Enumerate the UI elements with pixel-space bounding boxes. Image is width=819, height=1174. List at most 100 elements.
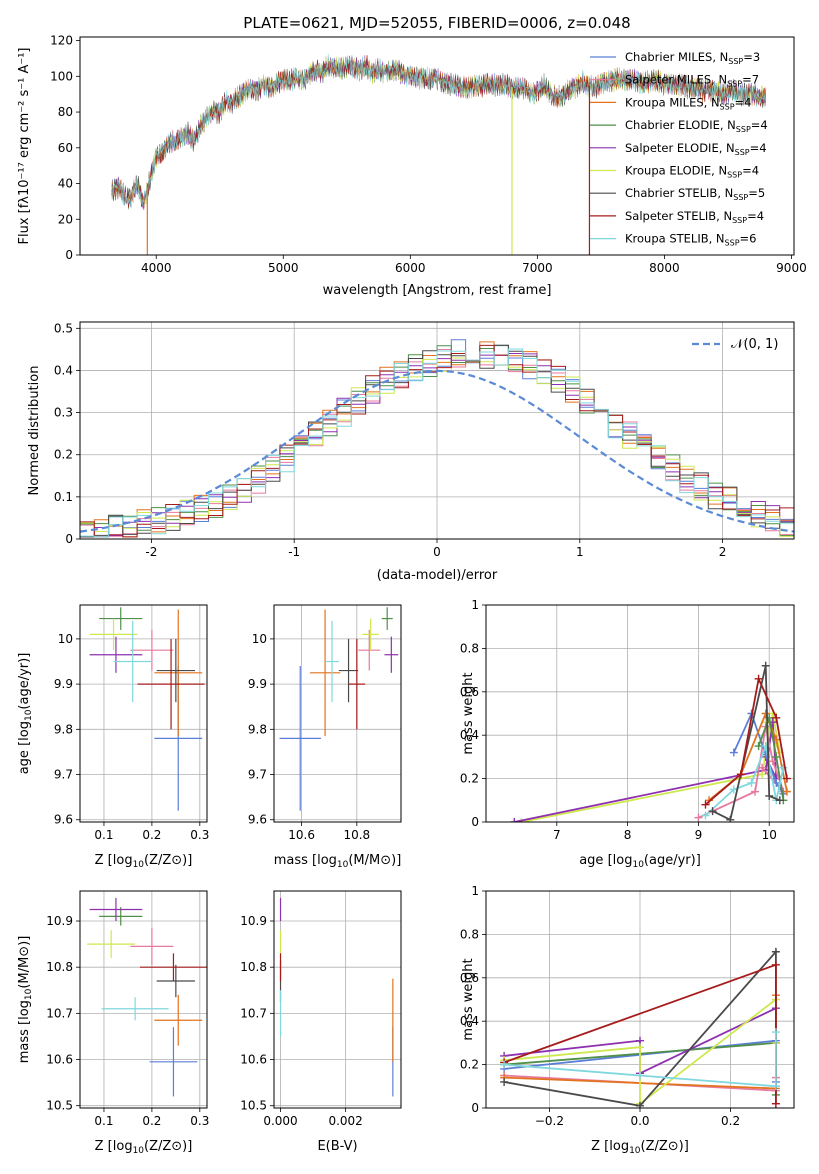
plus-marker bbox=[761, 709, 770, 718]
weight-line-kroupa-elodie bbox=[521, 713, 781, 822]
y-tick-label: 80 bbox=[58, 105, 73, 119]
y-axis-label: mass [log10(M/M⊙)] bbox=[17, 936, 34, 1064]
y-axis-label: age [log10(age/yr)] bbox=[17, 653, 34, 775]
plus-marker bbox=[754, 674, 763, 683]
errorbar-point bbox=[325, 620, 339, 703]
y-tick-label: 9.6 bbox=[54, 813, 73, 827]
plot-area bbox=[500, 947, 780, 1108]
y-tick-label: 40 bbox=[58, 177, 73, 191]
errorbar-point bbox=[87, 930, 136, 958]
legend-label: Salpeter STELIB, NSSP=4 bbox=[625, 209, 764, 225]
errorbar-point bbox=[130, 629, 174, 671]
plus-marker bbox=[701, 811, 710, 820]
axes-frame bbox=[273, 604, 402, 823]
y-tick-label: 9.8 bbox=[54, 722, 73, 736]
x-axis-label: wavelength [Angstrom, rest frame] bbox=[323, 283, 552, 298]
y-tick-label: 10.8 bbox=[46, 960, 73, 974]
x-axis-label: E(B-V) bbox=[317, 1139, 357, 1154]
errorbar-point bbox=[384, 636, 399, 673]
axes-frame bbox=[79, 36, 795, 256]
y-tick-label: 0 bbox=[471, 1101, 479, 1115]
y-tick-label: 100 bbox=[50, 69, 73, 83]
x-tick-label: 8000 bbox=[649, 261, 680, 275]
plus-marker bbox=[771, 1028, 780, 1037]
plot-area bbox=[87, 897, 207, 1097]
x-tick-label: -1 bbox=[288, 545, 300, 559]
plus-marker bbox=[772, 752, 781, 761]
y-tick-label: 10.5 bbox=[240, 1099, 267, 1113]
errorbar-point bbox=[101, 997, 169, 1021]
age-weight-axes: 7 8 9 10 0 0.2 0.4 0.6 0.8 1 age [log10(age/yr)] ma… bbox=[460, 598, 795, 870]
y-tick-label: 10 bbox=[58, 632, 73, 646]
plus-marker bbox=[771, 960, 780, 969]
plus-marker bbox=[517, 818, 526, 822]
x-tick-label: 0.2 bbox=[142, 828, 161, 842]
x-axis-label: (data-model)/error bbox=[377, 568, 498, 583]
x-tick-label: 4000 bbox=[141, 261, 172, 275]
x-tick-label: 0.3 bbox=[190, 828, 209, 842]
plus-marker bbox=[747, 778, 756, 787]
z-weight-axes: −0.2 0.0 0.2 0 0.2 0.4 0.6 0.8 1 Z [log10(Z/Z⊙)] m… bbox=[460, 884, 795, 1156]
errorbar-point bbox=[113, 620, 152, 703]
y-tick-label: 0.2 bbox=[460, 772, 479, 786]
residuals-axes: -2 -1 0 1 2 0 0.1 0.2 0.3 0.4 0.5 (data-model)/erro… bbox=[27, 321, 795, 583]
x-tick-label: 9 bbox=[695, 828, 703, 842]
weight-line-chabrier-elodie bbox=[757, 714, 785, 801]
weight-line-kroupa-stelib bbox=[504, 1032, 777, 1088]
plus-marker bbox=[761, 661, 770, 670]
axes-frame bbox=[273, 890, 402, 1109]
y-axis-label: mass weight bbox=[461, 958, 476, 1040]
legend-label: Kroupa ELODIE, NSSP=4 bbox=[625, 164, 759, 180]
errorbar-point bbox=[137, 638, 205, 730]
errorbar-point bbox=[149, 1027, 198, 1097]
histogram-kroupa-stelib bbox=[80, 348, 794, 539]
errorbar-point bbox=[358, 629, 381, 671]
y-tick-label: 0.6 bbox=[460, 685, 479, 699]
plus-marker bbox=[510, 818, 519, 822]
plot-area bbox=[111, 53, 767, 255]
y-tick-label: 0 bbox=[65, 248, 73, 262]
plot-area bbox=[89, 607, 205, 811]
y-tick-label: 10.7 bbox=[240, 1006, 267, 1020]
y-tick-label: 10.8 bbox=[240, 960, 267, 974]
y-tick-label: 0 bbox=[471, 815, 479, 829]
y-tick-label: 9.6 bbox=[248, 813, 267, 827]
x-axis-label: Z [log10(Z/Z⊙)] bbox=[591, 1139, 689, 1156]
x-tick-label: 0.002 bbox=[328, 1114, 362, 1128]
plus-marker bbox=[636, 1043, 644, 1052]
x-tick-label: 7000 bbox=[522, 261, 553, 275]
plus-marker bbox=[771, 1099, 780, 1108]
y-tick-label: 0.8 bbox=[460, 641, 479, 655]
plus-marker bbox=[772, 713, 781, 722]
y-tick-label: 10.7 bbox=[46, 1006, 73, 1020]
errorbar-point bbox=[89, 897, 143, 922]
plus-marker bbox=[782, 774, 791, 783]
x-axis-label: Z [log10(Z/Z⊙)] bbox=[95, 1139, 193, 1156]
plus-marker bbox=[768, 757, 777, 766]
x-tick-label: 0.3 bbox=[190, 1114, 209, 1128]
plus-marker bbox=[636, 1071, 644, 1080]
axes-frame bbox=[485, 604, 795, 823]
mass-age-axes: 10.6 10.8 9.6 9.7 9.8 9.9 10 mass [log10(M/M⊙)] bbox=[248, 604, 402, 870]
x-tick-label: −0.2 bbox=[535, 1114, 564, 1128]
y-axis-label: mass weight bbox=[461, 672, 476, 754]
y-tick-label: 10.5 bbox=[46, 1099, 73, 1113]
chart-title: PLATE=0621, MJD=52055, FIBERID=0006, z=0… bbox=[243, 14, 630, 32]
plot-area bbox=[279, 897, 394, 1097]
normal-reference-curve bbox=[80, 369, 794, 533]
plot-area bbox=[279, 607, 399, 811]
x-axis-label: age [log10(age/yr)] bbox=[579, 853, 701, 870]
plus-marker bbox=[771, 1082, 780, 1091]
y-tick-label: 9.8 bbox=[248, 722, 267, 736]
z-age-axes: 0.1 0.2 0.3 9.6 9.7 9.8 9.9 10 Z [log10(Z/Z⊙)] ag… bbox=[17, 604, 209, 870]
x-tick-label: 0.0 bbox=[630, 1114, 649, 1128]
z-mass-axes: 0.1 0.2 0.3 10.5 10.6 10.7 10.8 10.9 Z [log10(Z/… bbox=[17, 890, 209, 1156]
y-tick-label: 0 bbox=[65, 532, 73, 546]
x-tick-label: 0.2 bbox=[721, 1114, 740, 1128]
x-tick-label: 1 bbox=[576, 545, 584, 559]
x-tick-label: 10.8 bbox=[343, 828, 370, 842]
plus-marker bbox=[701, 800, 710, 809]
errorbar-point bbox=[348, 638, 366, 730]
x-tick-label: 0.2 bbox=[142, 1114, 161, 1128]
